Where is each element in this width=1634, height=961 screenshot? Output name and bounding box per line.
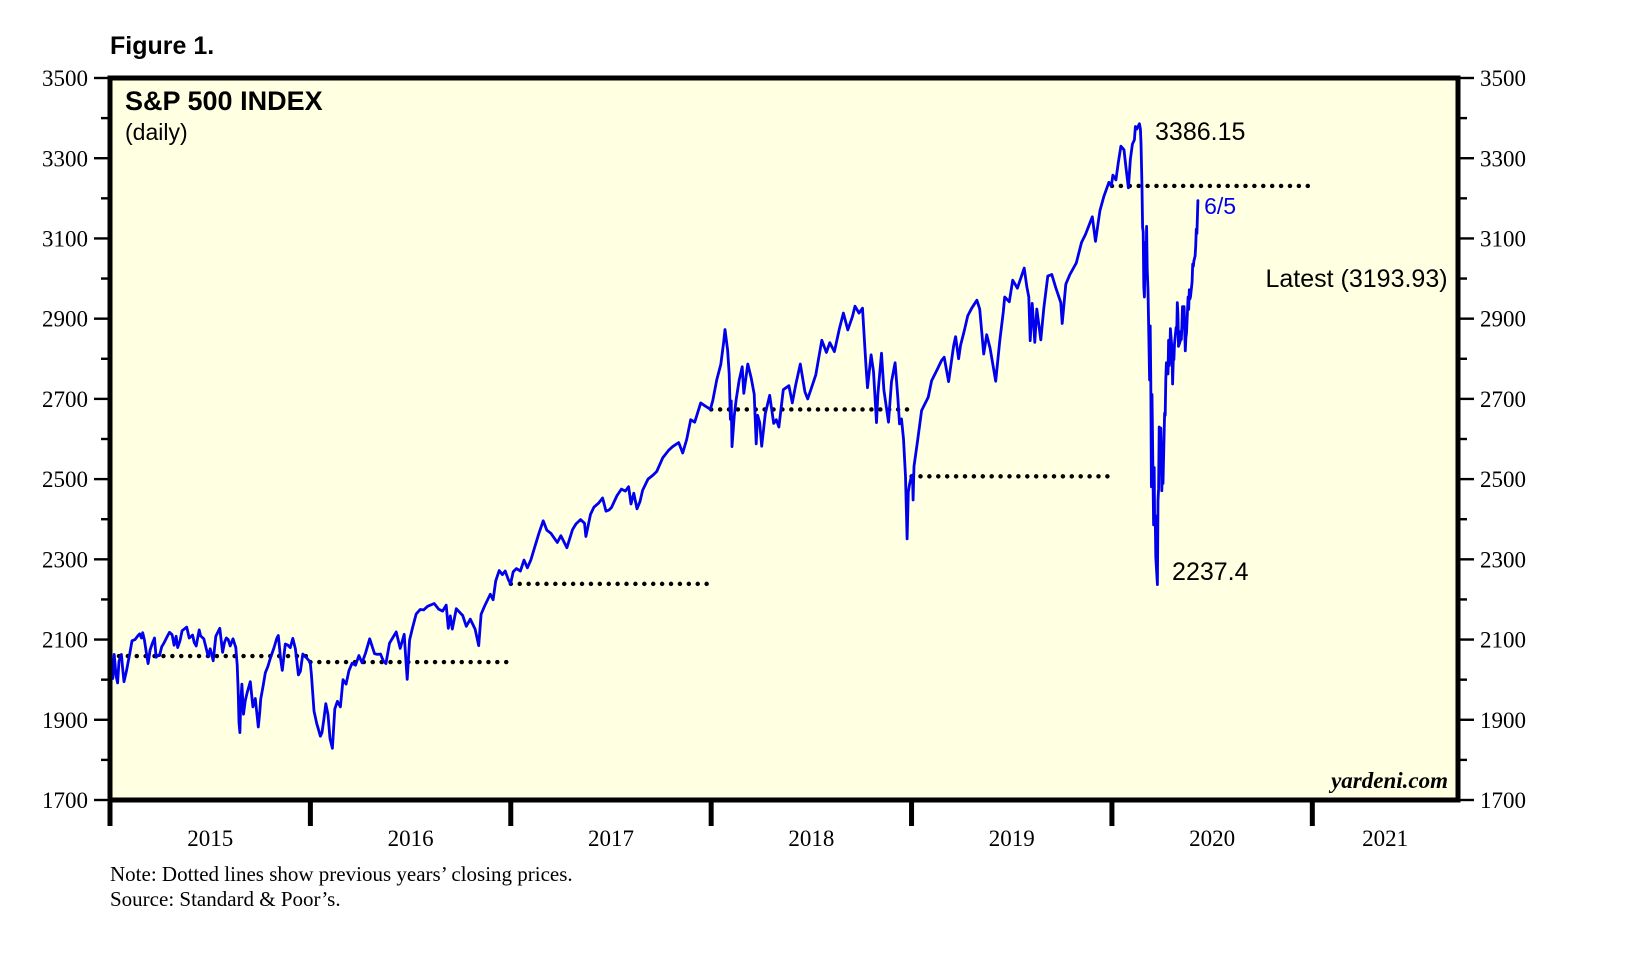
y-axis-label-right: 2300 [1480, 547, 1526, 572]
note-line: Note: Dotted lines show previous years’ … [110, 862, 573, 886]
y-axis-label-left: 2900 [42, 307, 88, 332]
x-axis-year-label: 2017 [588, 826, 634, 851]
plot-border [107, 75, 1461, 803]
y-axis-label-left: 2700 [42, 387, 88, 412]
y-axis-label-left: 1700 [42, 788, 88, 813]
y-axis-label-right: 1700 [1480, 788, 1526, 813]
annotation-label: 3386.15 [1155, 118, 1245, 146]
plot-background [110, 78, 1458, 800]
y-axis-label-right: 3300 [1480, 146, 1526, 171]
branding-text: yardeni.com [1328, 768, 1448, 793]
source-line: Source: Standard & Poor’s. [110, 887, 341, 911]
annotation-label: Latest (3193.93) [1266, 265, 1448, 293]
note-block: Note: Dotted lines show previous years’ … [110, 862, 573, 912]
y-axis-label-right: 2900 [1480, 307, 1526, 332]
y-axis-label-right: 3500 [1480, 66, 1526, 91]
sp500-line [108, 122, 1200, 750]
annotation-label: 2237.4 [1172, 558, 1249, 586]
y-axis-label-right: 2700 [1480, 387, 1526, 412]
x-axis-year-label: 2021 [1362, 826, 1408, 851]
y-axis-label-right: 1900 [1480, 708, 1526, 733]
y-axis-label-left: 3500 [42, 66, 88, 91]
x-axis-year-label: 2015 [187, 826, 233, 851]
y-axis-label-right: 2500 [1480, 467, 1526, 492]
y-axis-label-left: 3100 [42, 226, 88, 251]
y-axis-label-left: 2500 [42, 467, 88, 492]
y-axis-label-left: 2100 [42, 628, 88, 653]
y-axis-label-right: 2100 [1480, 628, 1526, 653]
y-axis-label-left: 1900 [42, 708, 88, 733]
chart-title: S&P 500 INDEX [125, 86, 323, 116]
x-axis-year-label: 2020 [1189, 826, 1235, 851]
annotation-label: 6/5 [1204, 193, 1236, 219]
x-axis-year-label: 2016 [388, 826, 434, 851]
x-axis-year-label: 2018 [788, 826, 834, 851]
figure-label: Figure 1. [110, 32, 215, 60]
y-axis-label-left: 2300 [42, 547, 88, 572]
y-axis-label-left: 3300 [42, 146, 88, 171]
chart-subtitle: (daily) [125, 119, 188, 145]
y-axis-label-right: 3100 [1480, 226, 1526, 251]
x-axis-year-label: 2019 [989, 826, 1035, 851]
